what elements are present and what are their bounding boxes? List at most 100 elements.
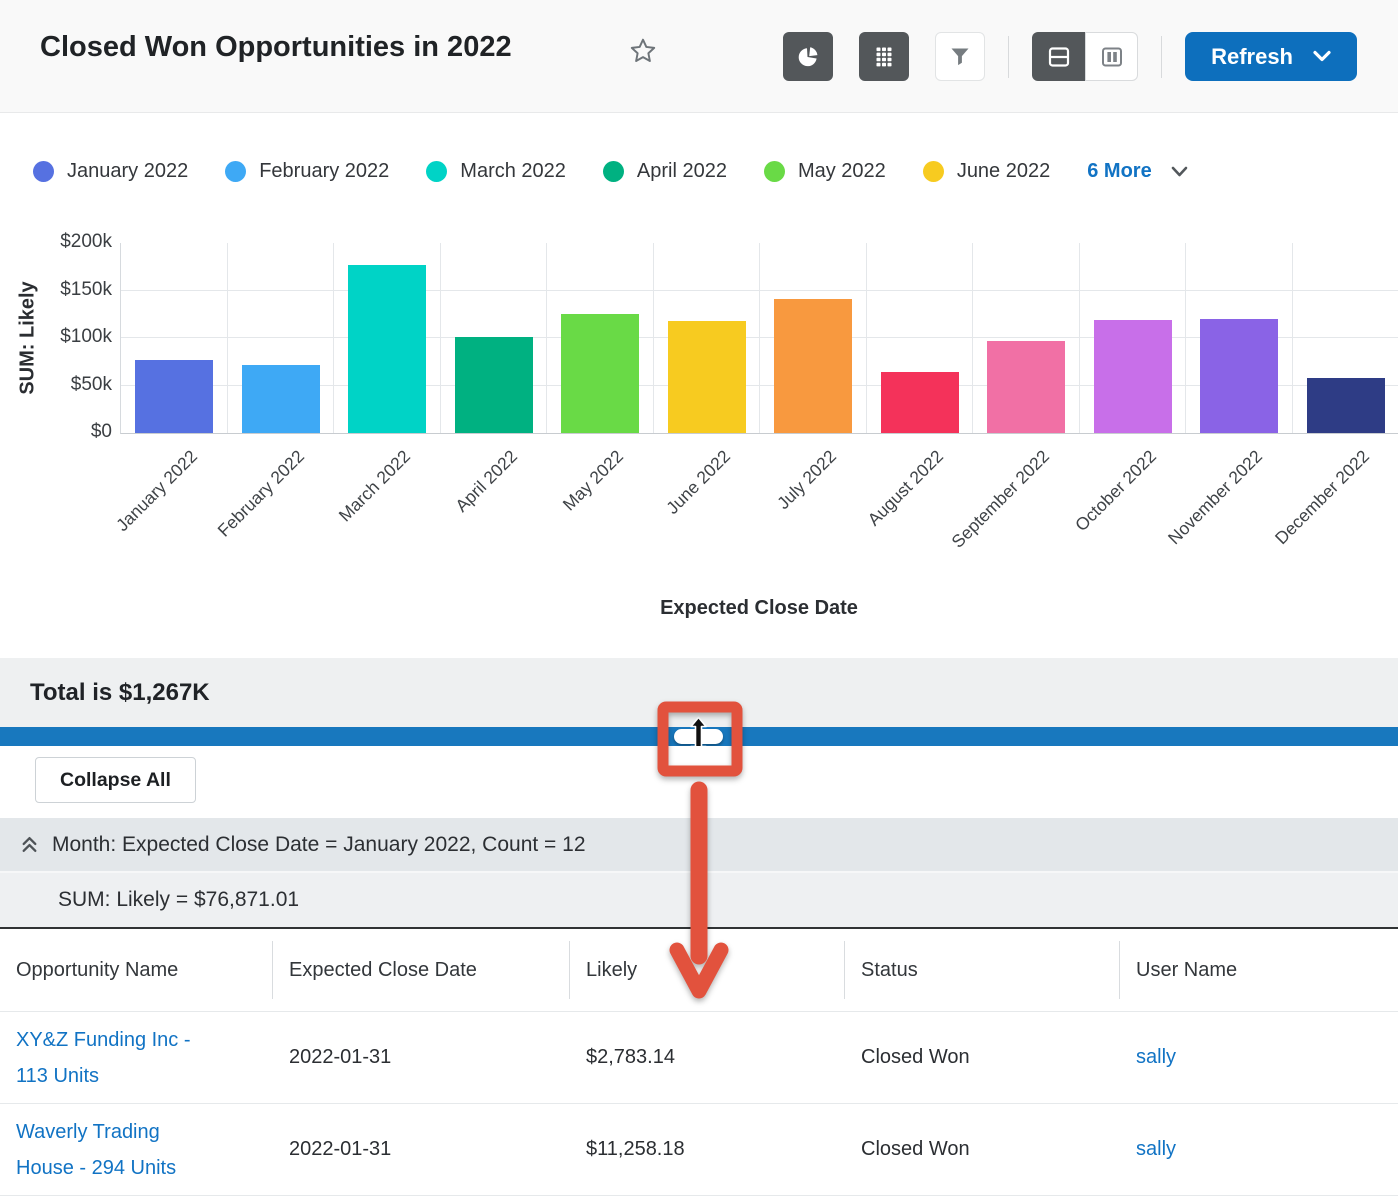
- legend-label: April 2022: [636, 160, 727, 182]
- table-row: XY&Z Funding Inc - 113 Units 2022-01-31 $2…: [0, 1012, 1398, 1104]
- table-row: Waverly Trading House - 294 Units 2022-01…: [0, 1104, 1398, 1196]
- page-title: Closed Won Opportunities in 2022: [40, 31, 512, 63]
- split-horizontal-button[interactable]: [1032, 32, 1086, 81]
- column-header-user-name[interactable]: User Name: [1136, 958, 1238, 981]
- gridline-vertical: [439, 243, 441, 433]
- x-tick-label-february-2022: February 2022: [213, 446, 308, 541]
- refresh-label: Refresh: [1211, 43, 1293, 69]
- x-tick-label-september-2022: September 2022: [947, 446, 1054, 552]
- column-header-likely[interactable]: Likely: [570, 929, 845, 1011]
- bar-february-2022[interactable]: [241, 365, 320, 433]
- column-header-opportunity-name[interactable]: Opportunity Name: [0, 929, 273, 1011]
- dashlet-toolbar: Refresh: [783, 32, 1357, 81]
- legend-item-march-2022[interactable]: March 2022: [426, 160, 566, 183]
- favorite-star-icon[interactable]: [629, 37, 657, 65]
- cell-expected-close-date: 2022-01-31: [289, 1138, 392, 1160]
- collapse-group-icon[interactable]: [20, 835, 39, 854]
- group-header-row[interactable]: Month: Expected Close Date = January 202…: [0, 818, 1398, 871]
- gridline-vertical: [1291, 243, 1293, 433]
- toolbar-separator: [1161, 35, 1163, 78]
- gridline-vertical: [333, 243, 334, 433]
- cell-user-name: sally: [1120, 1012, 1398, 1103]
- y-tick-label: $150k: [60, 278, 112, 300]
- table-header-row: Opportunity Name Expected Close Date Lik…: [0, 927, 1398, 1012]
- x-tick-label-july-2022: July 2022: [773, 446, 841, 514]
- bar-december-2022[interactable]: [1306, 377, 1385, 433]
- bar-january-2022[interactable]: [135, 359, 214, 433]
- split-rows-icon: [1048, 46, 1069, 67]
- bar-may-2022[interactable]: [561, 314, 640, 433]
- bar-june-2022[interactable]: [667, 320, 746, 433]
- chart-legend: January 2022 February 2022 March 2022 April…: [33, 160, 1188, 183]
- legend-more-link[interactable]: 6 More: [1087, 160, 1152, 182]
- x-tick-label-november-2022: November 2022: [1164, 446, 1267, 549]
- column-header-status[interactable]: Status: [845, 929, 1120, 1011]
- legend-more-chevron-icon[interactable]: [1171, 166, 1188, 178]
- legend-color-dot: [922, 161, 944, 182]
- bar-august-2022[interactable]: [880, 372, 959, 433]
- table-body: XY&Z Funding Inc - 113 Units 2022-01-31 $2…: [0, 1012, 1398, 1196]
- legend-item-april-2022[interactable]: April 2022: [602, 160, 727, 183]
- cell-status: Closed Won: [861, 1046, 970, 1068]
- bar-september-2022[interactable]: [987, 341, 1066, 433]
- bar-april-2022[interactable]: [454, 337, 533, 433]
- grid-actions-row: Collapse All: [0, 746, 1398, 818]
- cell-status: Closed Won: [861, 1138, 970, 1160]
- x-tick-label-april-2022: April 2022: [451, 446, 521, 516]
- bar-july-2022[interactable]: [774, 299, 853, 433]
- gridline-vertical: [972, 243, 973, 433]
- cell-likely: $2,783.14: [586, 1046, 675, 1068]
- resize-divider[interactable]: [0, 716, 1398, 757]
- pie-chart-icon: [798, 46, 818, 66]
- group-header-label: Month: Expected Close Date = January 202…: [52, 832, 586, 856]
- opportunity-link[interactable]: Waverly Trading House - 294 Units: [16, 1120, 177, 1179]
- table-view-button[interactable]: [859, 32, 910, 81]
- x-tick-label-may-2022: May 2022: [558, 446, 628, 515]
- split-vertical-button[interactable]: [1085, 32, 1139, 81]
- bar-march-2022[interactable]: [348, 265, 427, 433]
- legend-color-dot: [426, 161, 448, 182]
- x-tick-label-december-2022: December 2022: [1270, 446, 1373, 549]
- x-tick-label-october-2022: October 2022: [1070, 446, 1160, 536]
- split-columns-icon: [1101, 47, 1122, 66]
- legend-color-dot: [763, 161, 785, 182]
- column-header-expected-close-date[interactable]: Expected Close Date: [273, 929, 570, 1011]
- y-tick-label: $0: [90, 421, 112, 442]
- funnel-icon: [951, 48, 969, 65]
- dashlet-header: Closed Won Opportunities in 2022: [0, 0, 1398, 113]
- cell-opportunity-name: XY&Z Funding Inc - 113 Units: [0, 1012, 273, 1103]
- group-sum-label: SUM: Likely = $76,871.01: [58, 888, 300, 911]
- legend-label: June 2022: [956, 160, 1051, 182]
- toolbar-separator: [1008, 35, 1010, 78]
- filter-button[interactable]: [935, 32, 986, 81]
- bar-november-2022[interactable]: [1200, 319, 1279, 433]
- opportunity-link[interactable]: XY&Z Funding Inc - 113 Units: [16, 1028, 191, 1087]
- refresh-button[interactable]: Refresh: [1185, 32, 1357, 81]
- legend-label: May 2022: [797, 160, 886, 182]
- bar-october-2022[interactable]: [1093, 319, 1172, 433]
- chart-section: January 2022 February 2022 March 2022 April…: [0, 113, 1398, 658]
- total-label: Total is $1,267K: [30, 678, 210, 706]
- legend-color-dot: [225, 161, 247, 182]
- gridline-vertical: [226, 243, 228, 433]
- chart-view-button[interactable]: [783, 32, 834, 81]
- gridline-vertical: [759, 243, 760, 433]
- gridline-vertical: [865, 243, 867, 433]
- cell-user-name: sally: [1120, 1104, 1398, 1195]
- legend-item-june-2022[interactable]: June 2022: [922, 160, 1051, 183]
- user-link[interactable]: sally: [1136, 1138, 1177, 1160]
- cell-expected-close-date: 2022-01-31: [289, 1046, 392, 1068]
- layout-toggle-group: [1032, 32, 1139, 81]
- legend-label: March 2022: [460, 160, 566, 182]
- records-table: Opportunity Name Expected Close Date Lik…: [0, 927, 1398, 1196]
- data-grid-icon: [876, 47, 892, 66]
- legend-item-may-2022[interactable]: May 2022: [763, 160, 886, 183]
- user-link[interactable]: sally: [1136, 1046, 1177, 1068]
- bar-chart-plot: [120, 243, 1398, 434]
- cell-opportunity-name: Waverly Trading House - 294 Units: [0, 1104, 273, 1195]
- collapse-all-button[interactable]: Collapse All: [35, 757, 196, 803]
- legend-item-january-2022[interactable]: January 2022: [33, 160, 188, 183]
- gridline-vertical: [652, 243, 654, 433]
- legend-item-february-2022[interactable]: February 2022: [225, 160, 389, 183]
- y-tick-label: $50k: [70, 373, 112, 395]
